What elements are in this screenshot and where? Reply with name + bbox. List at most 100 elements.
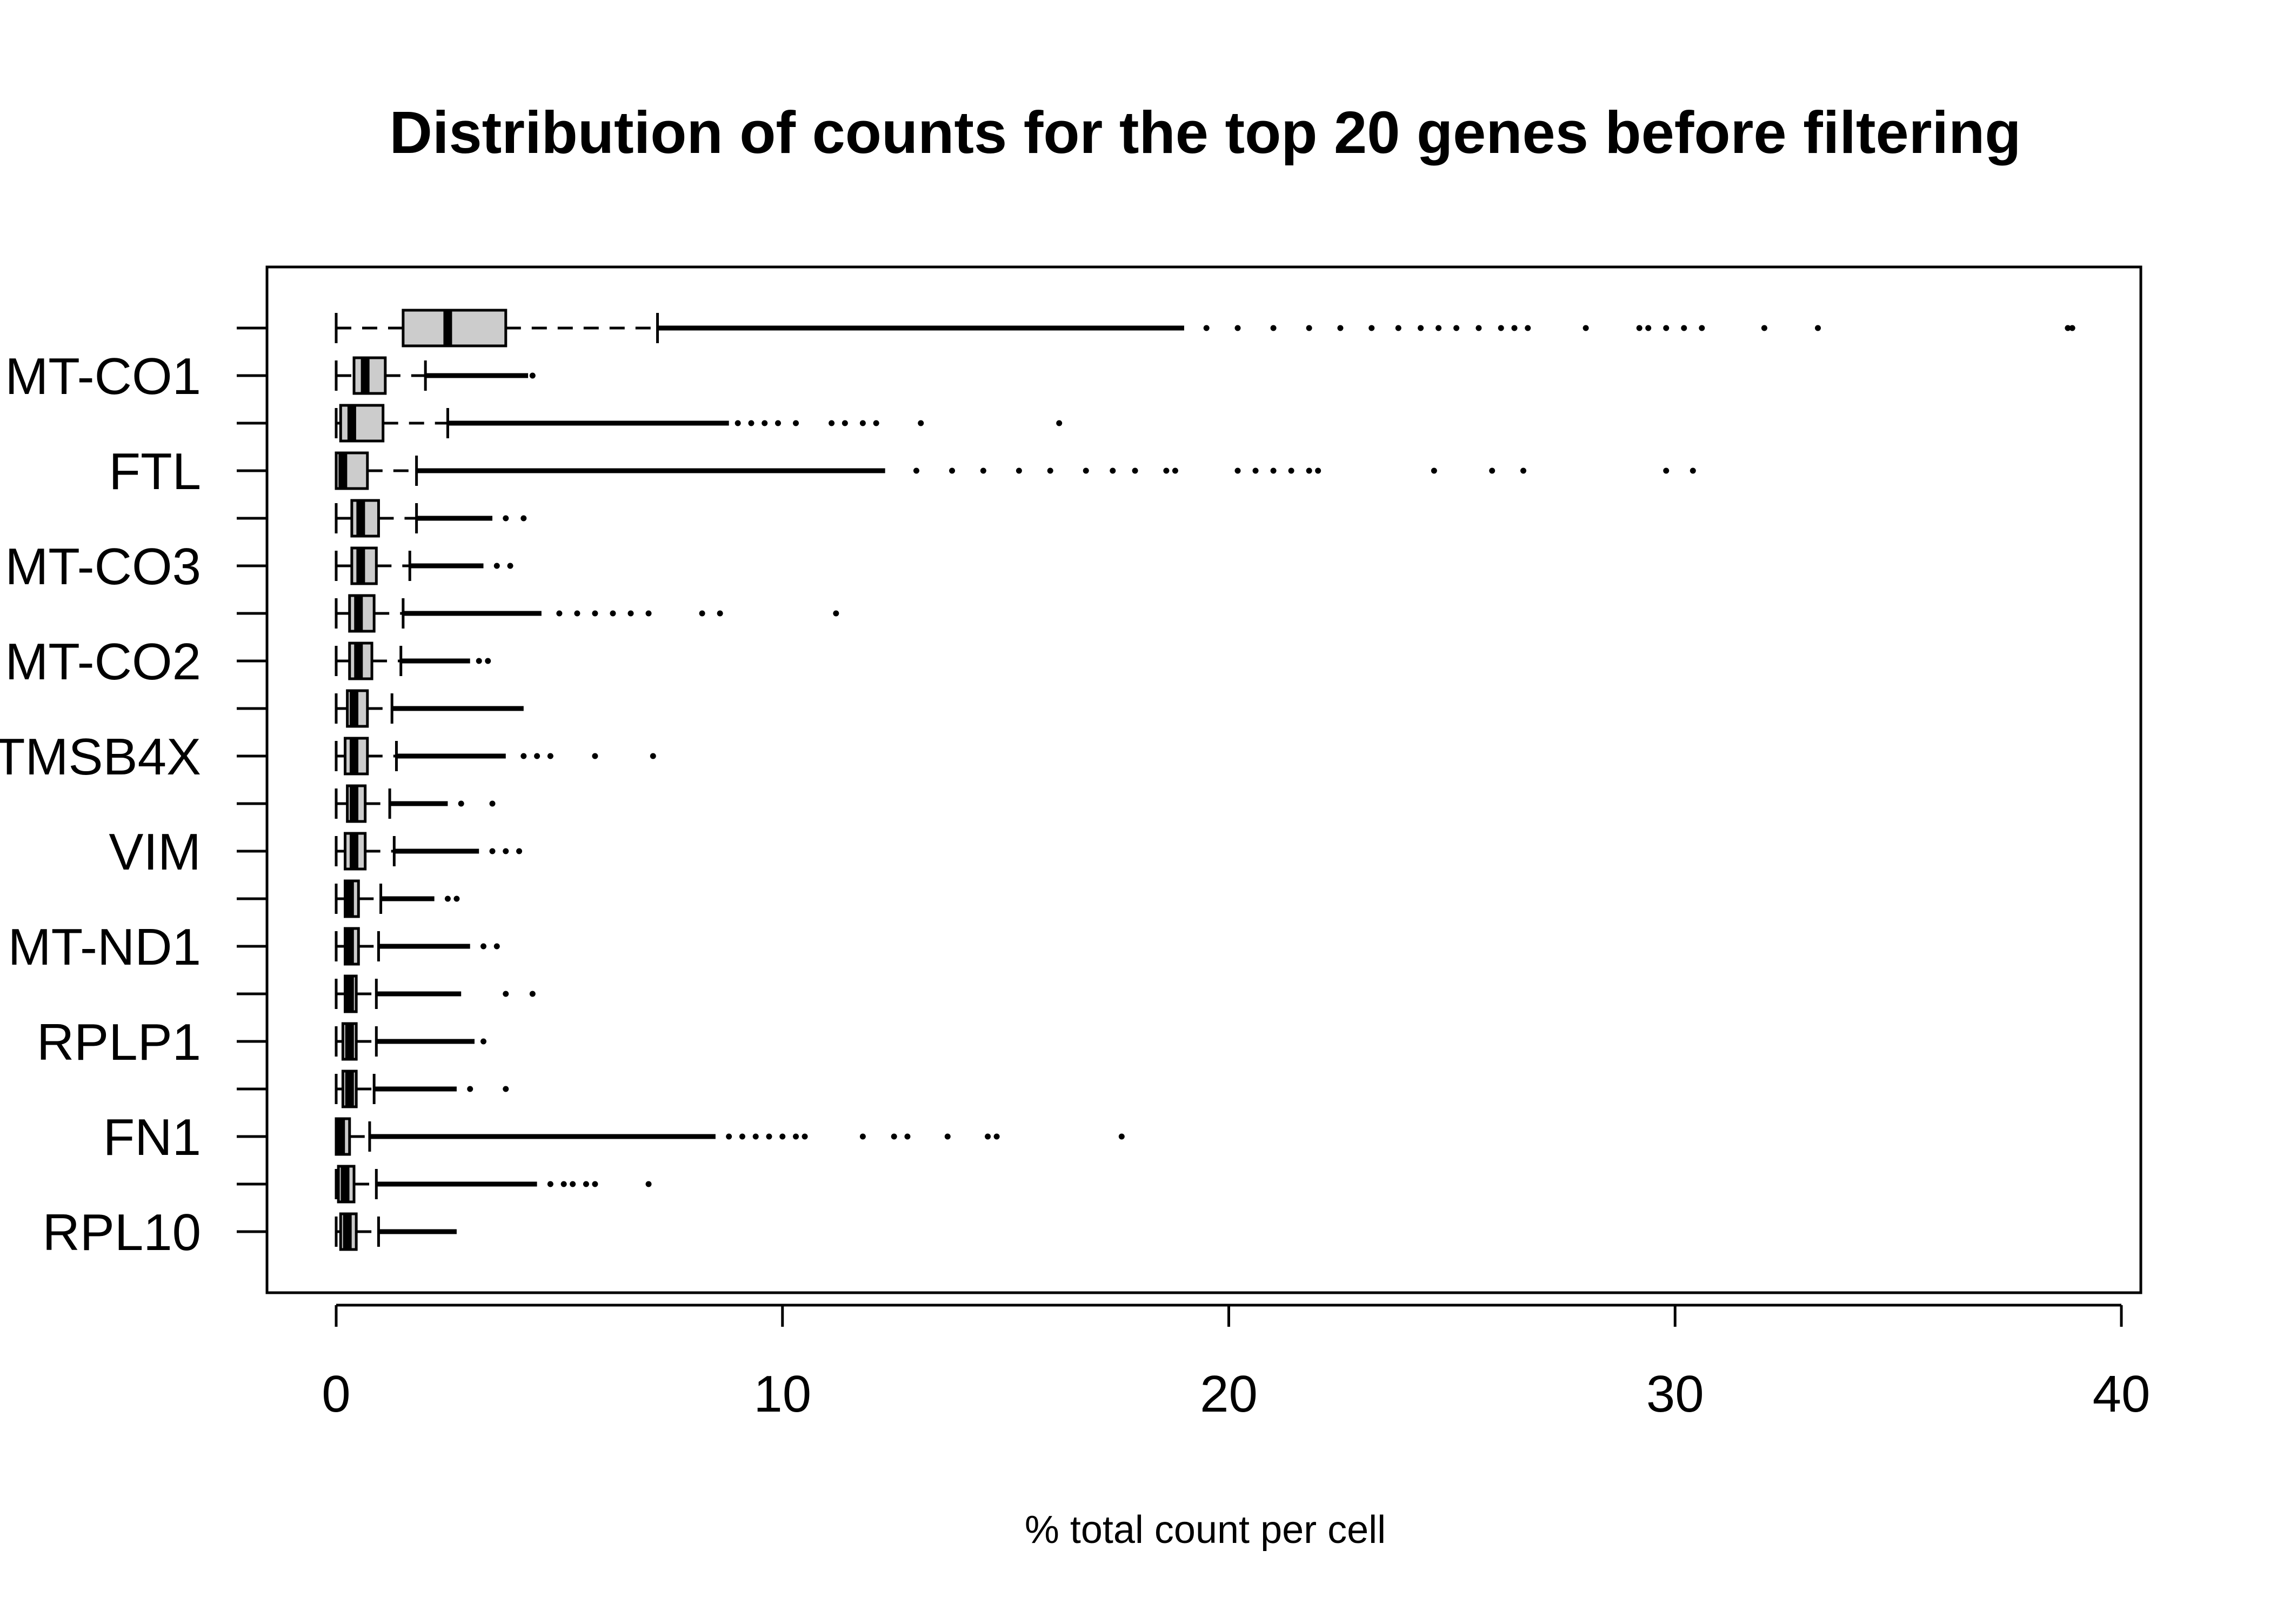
outlier-point bbox=[2069, 325, 2075, 331]
box-row bbox=[335, 451, 1696, 490]
outlier-point bbox=[489, 800, 496, 807]
outlier-point bbox=[748, 420, 755, 426]
box-row bbox=[335, 499, 527, 538]
outlier-point bbox=[1436, 325, 1442, 331]
outlier-point bbox=[873, 420, 879, 426]
outlier-point bbox=[859, 1133, 866, 1140]
outlier-point bbox=[1761, 325, 1767, 331]
outlier-point bbox=[1270, 467, 1277, 474]
box-row bbox=[335, 404, 1063, 443]
outlier-point bbox=[1476, 325, 1482, 331]
outlier-point bbox=[583, 1181, 589, 1187]
outlier-point bbox=[1234, 467, 1241, 474]
outlier-point bbox=[985, 1133, 991, 1140]
x-tick-label: 30 bbox=[1646, 1365, 1704, 1423]
box-row bbox=[335, 1117, 1125, 1156]
y-tick-label: TMSB4X bbox=[0, 728, 201, 786]
outlier-point bbox=[627, 610, 634, 617]
y-tick-label: FTL bbox=[109, 443, 201, 500]
outlier-point bbox=[1118, 1133, 1125, 1140]
outlier-point bbox=[574, 610, 580, 617]
y-tick-label: MT-CO3 bbox=[5, 538, 201, 596]
chart-title: Distribution of counts for the top 20 ge… bbox=[390, 99, 2021, 166]
outlier-point bbox=[485, 658, 491, 664]
outlier-point bbox=[1083, 467, 1089, 474]
outlier-point bbox=[1645, 325, 1652, 331]
box-row bbox=[335, 546, 513, 585]
x-tick-label: 10 bbox=[753, 1365, 811, 1423]
outlier-point bbox=[993, 1133, 1000, 1140]
outlier-point bbox=[1315, 467, 1321, 474]
outlier-point bbox=[1172, 467, 1178, 474]
box-row bbox=[335, 737, 656, 776]
outlier-point bbox=[516, 848, 523, 854]
outlier-point bbox=[592, 610, 598, 617]
outlier-point bbox=[503, 991, 509, 997]
x-axis-label: % total count per cell bbox=[1025, 1508, 1386, 1552]
outlier-point bbox=[829, 420, 835, 426]
outlier-point bbox=[762, 420, 768, 426]
outlier-point bbox=[556, 610, 563, 617]
outlier-point bbox=[1489, 467, 1495, 474]
outlier-point bbox=[1814, 325, 1821, 331]
box-row bbox=[335, 1165, 652, 1204]
outlier-point bbox=[650, 753, 656, 759]
outlier-point bbox=[1681, 325, 1687, 331]
outlier-point bbox=[1016, 467, 1022, 474]
outlier-point bbox=[507, 563, 513, 569]
box bbox=[402, 309, 508, 347]
outlier-point bbox=[1110, 467, 1116, 474]
outlier-point bbox=[802, 1133, 808, 1140]
outlier-point bbox=[739, 1133, 745, 1140]
outlier-point bbox=[859, 420, 866, 426]
outlier-point bbox=[480, 1038, 486, 1045]
box-row bbox=[335, 879, 460, 918]
outlier-point bbox=[726, 1133, 732, 1140]
y-tick-label: FN1 bbox=[103, 1108, 201, 1166]
outlier-point bbox=[1520, 467, 1526, 474]
box-row bbox=[335, 974, 536, 1013]
outlier-point bbox=[529, 991, 536, 997]
outlier-point bbox=[529, 372, 536, 379]
outlier-point bbox=[913, 467, 919, 474]
outlier-point bbox=[1306, 467, 1312, 474]
outlier-point bbox=[717, 610, 723, 617]
outlier-point bbox=[645, 610, 652, 617]
x-axis: 0 10 20 30 40 bbox=[322, 1304, 2150, 1423]
box-row bbox=[335, 309, 2075, 347]
x-tick-label: 0 bbox=[322, 1365, 350, 1423]
y-axis: MT-CO1 FTL MT-CO3 MT-CO2 TMSB4X VIM MT-ND1 RPLP… bbox=[0, 326, 267, 1261]
y-tick-label: MT-CO2 bbox=[5, 633, 201, 691]
outlier-point bbox=[520, 753, 527, 759]
outlier-point bbox=[1525, 325, 1531, 331]
outlier-point bbox=[1337, 325, 1344, 331]
outlier-point bbox=[1306, 325, 1312, 331]
box-row bbox=[335, 1070, 509, 1108]
y-tick-label: MT-ND1 bbox=[8, 918, 201, 976]
outlier-point bbox=[503, 515, 509, 522]
outlier-point bbox=[949, 467, 956, 474]
outlier-point bbox=[1690, 467, 1696, 474]
outlier-point bbox=[904, 1133, 911, 1140]
box-row bbox=[335, 1022, 486, 1061]
outlier-point bbox=[476, 658, 482, 664]
box-row bbox=[335, 927, 500, 966]
y-tick-label: VIM bbox=[109, 823, 201, 881]
outlier-point bbox=[560, 1181, 567, 1187]
y-tick-label: RPL10 bbox=[42, 1204, 201, 1261]
outlier-point bbox=[570, 1181, 576, 1187]
outlier-point bbox=[503, 848, 509, 854]
box-row bbox=[335, 641, 491, 680]
outlier-point bbox=[592, 1181, 598, 1187]
x-tick-label: 20 bbox=[1200, 1365, 1258, 1423]
outlier-point bbox=[453, 895, 460, 902]
outlier-point bbox=[493, 563, 500, 569]
outlier-point bbox=[1056, 420, 1063, 426]
outlier-point bbox=[1453, 325, 1460, 331]
outlier-point bbox=[1699, 325, 1705, 331]
outlier-point bbox=[1047, 467, 1053, 474]
outlier-point bbox=[1418, 325, 1424, 331]
box-row bbox=[335, 356, 536, 395]
